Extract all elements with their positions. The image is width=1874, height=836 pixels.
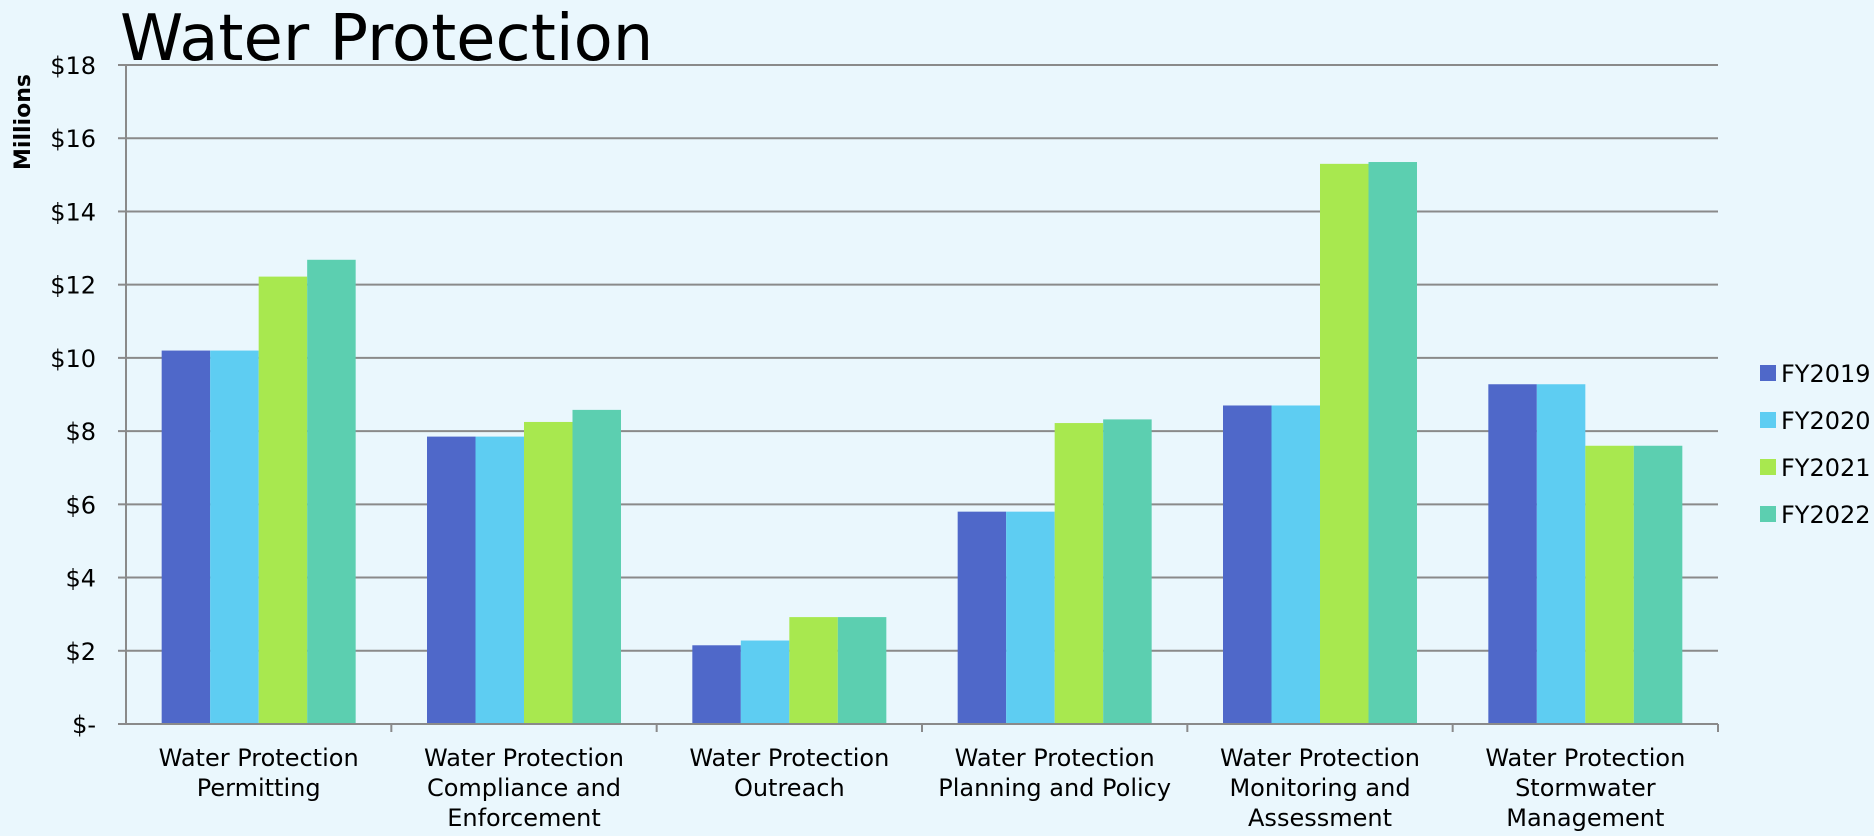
axes bbox=[125, 65, 1719, 732]
bar-fy2020-5 bbox=[1536, 384, 1586, 724]
x-tick-label-line: Outreach bbox=[734, 774, 845, 802]
y-tick-label: $- bbox=[72, 711, 96, 739]
x-tick-label-line: Water Protection bbox=[159, 744, 359, 772]
y-tick-label: $2 bbox=[65, 638, 96, 666]
legend-label-fy2021: FY2021 bbox=[1781, 454, 1871, 482]
x-tick-label-line: Permitting bbox=[197, 774, 321, 802]
x-tick-label: Water Protection Stormwater Management bbox=[1485, 744, 1685, 832]
bar-fy2020-4 bbox=[1271, 405, 1320, 724]
x-tick-label-line: Compliance and bbox=[427, 774, 621, 802]
bar-fy2019-1 bbox=[427, 436, 476, 724]
y-axis-ticks: $- $2 $4 $6 $8 $10 $12 $14 $16 $18 bbox=[50, 52, 126, 739]
bar-fy2020-3 bbox=[1006, 511, 1055, 724]
chart-title: Water Protection bbox=[120, 2, 653, 76]
legend: FY2019 FY2020 FY2021 FY2022 bbox=[1760, 360, 1871, 529]
x-tick-label-line: Enforcement bbox=[447, 804, 601, 832]
grid-lines bbox=[126, 64, 1718, 652]
x-tick-label-line: Water Protection bbox=[1485, 744, 1685, 772]
legend-swatch-fy2020 bbox=[1760, 412, 1776, 428]
legend-label-fy2020: FY2020 bbox=[1781, 407, 1871, 435]
bar-fy2021-3 bbox=[1054, 423, 1104, 724]
bar-fy2019-2 bbox=[692, 645, 741, 724]
bar-fy2021-2 bbox=[789, 617, 838, 724]
y-tick-label: $16 bbox=[50, 125, 96, 153]
bar-fy2022-2 bbox=[837, 617, 887, 724]
x-tick-label: Water Protection Compliance and Enforcemen… bbox=[424, 744, 624, 832]
legend-label-fy2019: FY2019 bbox=[1781, 360, 1871, 388]
x-tick-label-line: Water Protection bbox=[424, 744, 624, 772]
bars bbox=[161, 162, 1683, 725]
legend-label-fy2022: FY2022 bbox=[1781, 501, 1871, 529]
y-axis-label: Millions bbox=[11, 74, 36, 170]
x-tick-label-line: Stormwater bbox=[1515, 774, 1656, 802]
bar-fy2020-1 bbox=[475, 436, 524, 724]
y-tick-label: $8 bbox=[65, 418, 96, 446]
x-tick-label: Water Protection Outreach bbox=[689, 744, 889, 802]
y-tick-label: $4 bbox=[65, 565, 96, 593]
bar-fy2022-3 bbox=[1103, 419, 1152, 724]
y-tick-label: $12 bbox=[50, 272, 96, 300]
x-tick-label-line: Water Protection bbox=[1220, 744, 1420, 772]
bar-fy2022-1 bbox=[572, 409, 621, 724]
x-tick-label: Water Protection Monitoring and Assessment bbox=[1220, 744, 1420, 832]
bar-fy2021-0 bbox=[258, 276, 308, 724]
y-tick-label: $18 bbox=[50, 52, 96, 80]
bar-fy2022-5 bbox=[1633, 445, 1683, 724]
x-tick-label-line: Water Protection bbox=[689, 744, 889, 772]
y-tick-label: $6 bbox=[65, 491, 96, 519]
bar-fy2022-4 bbox=[1368, 162, 1417, 725]
x-tick-label: Water Protection Permitting bbox=[159, 744, 359, 802]
x-tick-label-line: Management bbox=[1506, 804, 1664, 832]
legend-swatch-fy2022 bbox=[1760, 506, 1776, 522]
bar-fy2021-5 bbox=[1585, 445, 1634, 724]
y-tick-label: $10 bbox=[50, 345, 96, 373]
bar-fy2020-0 bbox=[210, 350, 259, 724]
x-tick-label-line: Water Protection bbox=[955, 744, 1155, 772]
legend-swatch-fy2019 bbox=[1760, 365, 1776, 381]
bar-fy2021-1 bbox=[524, 421, 573, 724]
x-tick-label-line: Planning and Policy bbox=[938, 774, 1171, 802]
bar-fy2022-0 bbox=[307, 259, 356, 724]
x-tick-label-line: Assessment bbox=[1248, 804, 1392, 832]
legend-swatch-fy2021 bbox=[1760, 459, 1776, 475]
bar-fy2020-2 bbox=[740, 640, 790, 724]
bar-fy2019-3 bbox=[957, 511, 1007, 724]
bar-fy2019-4 bbox=[1223, 405, 1272, 724]
bar-fy2021-4 bbox=[1320, 163, 1369, 725]
y-tick-label: $14 bbox=[50, 198, 96, 226]
bar-fy2019-5 bbox=[1488, 384, 1537, 724]
x-tick-label: Water Protection Planning and Policy bbox=[938, 744, 1171, 802]
x-tick-label-line: Monitoring and bbox=[1229, 774, 1410, 802]
bar-fy2019-0 bbox=[161, 350, 211, 724]
